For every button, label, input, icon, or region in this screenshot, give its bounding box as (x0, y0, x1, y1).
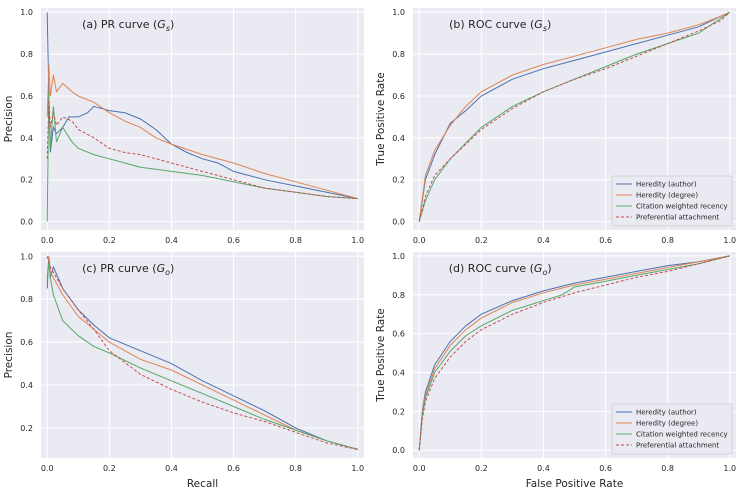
chart-d-series-0 (418, 255, 730, 451)
chart-c-x-tick-label: 0.2 (103, 464, 116, 473)
chart-c-plot-area (41, 252, 364, 458)
chart-b-legend-label: Preferential attachment (636, 214, 719, 222)
chart-b-y-axis-label: True Positive Rate (375, 72, 387, 167)
chart-c-series-3 (46, 256, 358, 450)
chart-b-legend: Heredity (author) Heredity (degree) Citati… (611, 175, 733, 227)
chart-c-x-tick-label: 0.8 (289, 464, 302, 473)
chart-d-legend-box (611, 403, 733, 455)
chart-a-plot-area (41, 8, 364, 230)
chart-a-x-tick-label: 0.0 (41, 236, 54, 245)
chart-d-title: (d) ROC curve (Go) (449, 262, 552, 277)
chart-b-title: (b) ROC curve (Gs) (449, 18, 551, 33)
chart-d-x-tick-label: 0.0 (413, 464, 426, 473)
chart-b-series-3 (418, 11, 731, 222)
chart-a-x-tick-label: 0.6 (227, 236, 240, 245)
chart-b-legend-label: Heredity (author) (636, 181, 697, 189)
chart-d-x-tick-label: 0.8 (661, 464, 674, 473)
chart-b-legend-label: Heredity (degree) (636, 192, 698, 200)
chart-a: 0.0 0.2 0.4 0.6 0.8 1.0 0.0 0.2 0.4 0.6 0.8 1.0 (a) … (3, 8, 364, 245)
chart-b-y-tick-label: 0.8 (392, 50, 405, 59)
chart-d-legend-label: Heredity (degree) (636, 420, 698, 428)
chart-c-series-0 (46, 256, 358, 450)
chart-b: 0.0 0.2 0.4 0.6 0.8 1.0 0.0 0.2 0.4 0.6 0.8 1.0 (b) … (375, 8, 736, 245)
chart-d-y-tick-label: 0.2 (392, 407, 405, 416)
chart-c-series-1 (46, 256, 358, 450)
chart-c-y-axis-label: Precision (3, 332, 15, 379)
chart-a-y-axis-label: Precision (3, 96, 15, 143)
chart-c-y-tick-label: 0.8 (20, 295, 33, 304)
chart-d-legend: Heredity (author) Heredity (degree) Citati… (611, 403, 733, 455)
chart-d-x-tick-label: 0.2 (475, 464, 488, 473)
chart-d-y-tick-label: 0.4 (392, 368, 405, 377)
chart-c-y-tick-label: 1.0 (20, 252, 33, 261)
chart-b-series-2 (418, 11, 731, 222)
chart-d-series-2 (418, 255, 730, 451)
chart-c-y-tick-label: 0.4 (20, 381, 33, 390)
chart-b-x-tick-label: 0.8 (661, 236, 674, 245)
chart-b-y-tick-label: 0.4 (392, 134, 405, 143)
chart-b-y-tick-label: 0.0 (392, 218, 405, 227)
chart-c-y-tick-label: 0.6 (20, 338, 33, 347)
chart-d-y-tick-label: 1.0 (392, 252, 405, 261)
chart-b-y-tick-label: 0.2 (392, 176, 405, 185)
chart-a-x-tick-label: 0.8 (289, 236, 302, 245)
chart-a-series-3 (46, 100, 358, 200)
chart-c-y-tick-label: 0.2 (20, 424, 33, 433)
chart-c-x-axis-label: Recall (187, 478, 218, 490)
chart-a-series-1 (46, 64, 358, 200)
chart-d-y-tick-label: 0.8 (392, 291, 405, 300)
chart-d-x-tick-label: 0.4 (537, 464, 550, 473)
chart-b-x-tick-label: 0.4 (537, 236, 550, 245)
chart-d-y-tick-label: 0.0 (392, 446, 405, 455)
chart-a-y-tick-label: 0.0 (20, 218, 33, 227)
chart-a-title: (a) PR curve (Gs) (82, 18, 174, 33)
chart-c-x-tick-label: 0.6 (227, 464, 240, 473)
chart-d-series-1 (418, 255, 730, 451)
chart-b-series-0 (418, 11, 731, 222)
chart-b-legend-box (611, 175, 733, 227)
chart-d-legend-label: Preferential attachment (636, 442, 719, 450)
chart-c-x-tick-label: 0.4 (165, 464, 178, 473)
chart-a-y-tick-label: 0.6 (20, 92, 33, 101)
chart-c-title: (c) PR curve (Go) (82, 262, 174, 277)
chart-b-x-tick-label: 1.0 (723, 236, 736, 245)
chart-a-x-tick-label: 0.2 (103, 236, 116, 245)
chart-b-y-tick-label: 0.6 (392, 92, 405, 101)
chart-b-x-tick-label: 0.2 (475, 236, 488, 245)
chart-c: 0.0 0.2 0.4 0.6 0.8 1.0 0.2 0.4 0.6 0.8 1.0 (c) PR … (3, 252, 364, 490)
chart-d-series-3 (418, 255, 730, 451)
chart-d-legend-label: Citation weighted recency (636, 431, 728, 439)
chart-d: 0.0 0.2 0.4 0.6 0.8 1.0 0.0 0.2 0.4 0.6 0.8 1.0 (d) … (375, 252, 736, 490)
chart-b-x-tick-label: 0.0 (413, 236, 426, 245)
chart-b-x-tick-label: 0.6 (599, 236, 612, 245)
chart-a-x-tick-label: 0.4 (165, 236, 178, 245)
chart-d-y-axis-label: True Positive Rate (375, 308, 387, 403)
chart-d-y-tick-label: 0.6 (392, 330, 405, 339)
chart-c-series-2 (46, 260, 358, 450)
chart-a-x-tick-label: 1.0 (351, 236, 364, 245)
chart-d-legend-label: Heredity (author) (636, 409, 697, 417)
chart-a-y-tick-label: 0.2 (20, 176, 33, 185)
chart-c-x-tick-label: 0.0 (41, 464, 54, 473)
chart-d-x-tick-label: 0.6 (599, 464, 612, 473)
chart-c-x-tick-label: 1.0 (351, 464, 364, 473)
chart-a-y-tick-label: 0.4 (20, 134, 33, 143)
chart-b-legend-label: Citation weighted recency (636, 203, 728, 211)
chart-b-series-1 (418, 11, 731, 222)
chart-d-x-axis-label: False Positive Rate (526, 478, 624, 490)
chart-a-y-tick-label: 0.8 (20, 50, 33, 59)
chart-a-y-tick-label: 1.0 (20, 8, 33, 17)
chart-d-x-tick-label: 1.0 (723, 464, 736, 473)
chart-b-y-tick-label: 1.0 (392, 8, 405, 17)
